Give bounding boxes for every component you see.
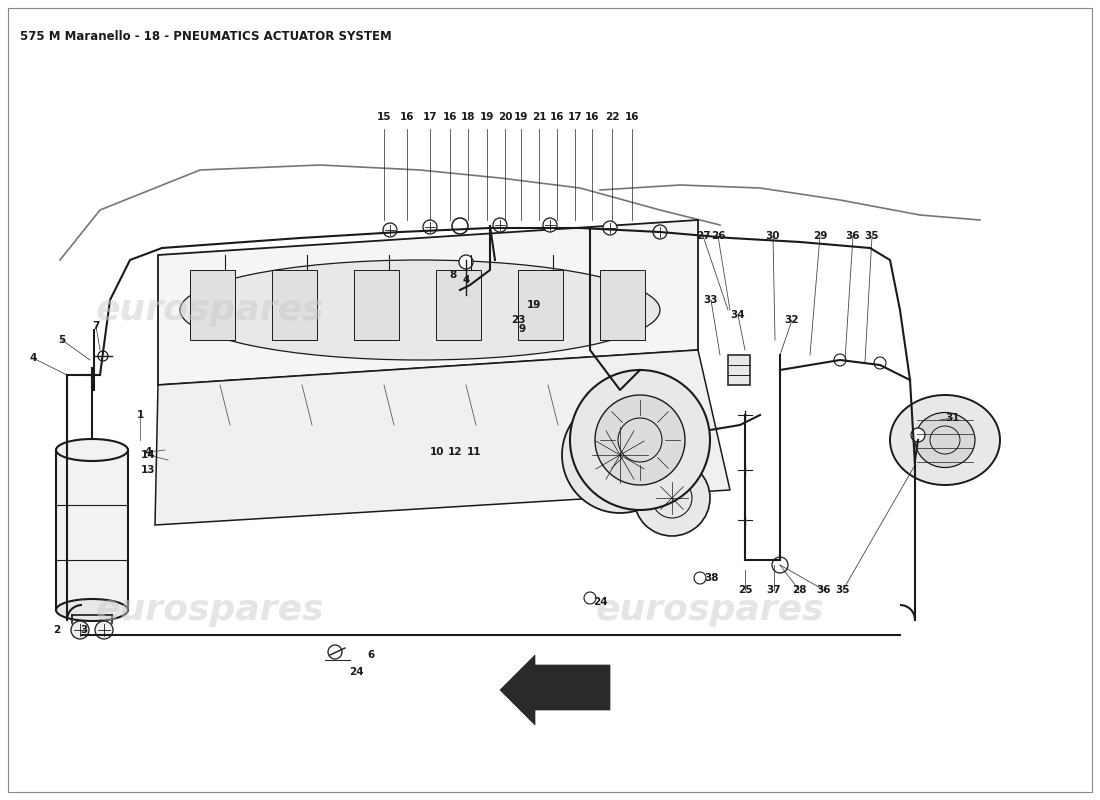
- Text: 30: 30: [766, 231, 780, 241]
- Ellipse shape: [180, 260, 660, 360]
- Text: 21: 21: [531, 112, 547, 122]
- Circle shape: [772, 557, 788, 573]
- Text: 22: 22: [605, 112, 619, 122]
- Circle shape: [911, 428, 925, 442]
- Circle shape: [874, 357, 886, 369]
- Text: 17: 17: [568, 112, 582, 122]
- Circle shape: [634, 460, 710, 536]
- Text: 19: 19: [514, 112, 528, 122]
- Circle shape: [584, 592, 596, 604]
- Circle shape: [98, 351, 108, 361]
- Text: 15: 15: [376, 112, 392, 122]
- Circle shape: [570, 370, 710, 510]
- Text: 4: 4: [462, 275, 470, 285]
- Text: 575 M Maranello - 18 - PNEUMATICS ACTUATOR SYSTEM: 575 M Maranello - 18 - PNEUMATICS ACTUAT…: [20, 30, 392, 43]
- Text: 24: 24: [593, 597, 607, 607]
- Text: 36: 36: [846, 231, 860, 241]
- Text: 17: 17: [422, 112, 438, 122]
- Text: 35: 35: [836, 585, 850, 595]
- Circle shape: [459, 255, 473, 269]
- Circle shape: [595, 395, 685, 485]
- Bar: [56, 450, 128, 610]
- Text: 16: 16: [585, 112, 600, 122]
- Polygon shape: [354, 270, 399, 340]
- Text: 3: 3: [80, 625, 88, 635]
- Text: 37: 37: [767, 585, 781, 595]
- Circle shape: [603, 221, 617, 235]
- Circle shape: [383, 223, 397, 237]
- Text: eurospares: eurospares: [596, 593, 824, 627]
- Circle shape: [694, 572, 706, 584]
- Polygon shape: [518, 270, 563, 340]
- Text: 8: 8: [450, 270, 456, 280]
- Text: 6: 6: [367, 650, 375, 660]
- Text: 19: 19: [480, 112, 494, 122]
- Ellipse shape: [915, 413, 975, 467]
- Text: 26: 26: [711, 231, 725, 241]
- Text: 7: 7: [92, 321, 100, 331]
- Text: 16: 16: [550, 112, 564, 122]
- Circle shape: [562, 397, 678, 513]
- Polygon shape: [272, 270, 317, 340]
- Circle shape: [834, 354, 846, 366]
- Circle shape: [543, 218, 557, 232]
- Text: 38: 38: [705, 573, 719, 583]
- Text: 20: 20: [497, 112, 513, 122]
- Circle shape: [653, 225, 667, 239]
- Ellipse shape: [56, 439, 128, 461]
- Text: 16: 16: [399, 112, 415, 122]
- Text: 18: 18: [461, 112, 475, 122]
- Polygon shape: [500, 655, 610, 725]
- Polygon shape: [436, 270, 481, 340]
- Text: 36: 36: [816, 585, 832, 595]
- Polygon shape: [158, 220, 698, 385]
- Text: 5: 5: [58, 335, 66, 345]
- Circle shape: [424, 220, 437, 234]
- Circle shape: [452, 218, 468, 234]
- Text: 34: 34: [730, 310, 746, 320]
- Bar: [728, 355, 750, 385]
- Text: 32: 32: [784, 315, 800, 325]
- Text: 10: 10: [430, 447, 444, 457]
- Text: 24: 24: [349, 667, 363, 677]
- Text: 12: 12: [448, 447, 462, 457]
- Polygon shape: [190, 270, 235, 340]
- Text: 31: 31: [946, 413, 960, 423]
- Text: 23: 23: [510, 315, 526, 325]
- Text: 25: 25: [738, 585, 752, 595]
- Polygon shape: [600, 270, 645, 340]
- Text: 4: 4: [144, 447, 152, 457]
- Text: 1: 1: [136, 410, 144, 420]
- Ellipse shape: [890, 395, 1000, 485]
- Text: 19: 19: [527, 300, 541, 310]
- Text: 14: 14: [141, 450, 155, 460]
- Text: 29: 29: [813, 231, 827, 241]
- Circle shape: [72, 621, 89, 639]
- Circle shape: [328, 645, 342, 659]
- Circle shape: [95, 621, 113, 639]
- Text: 33: 33: [704, 295, 718, 305]
- Text: eurospares: eurospares: [96, 293, 324, 327]
- Text: 4: 4: [30, 353, 36, 363]
- Text: 28: 28: [792, 585, 806, 595]
- Ellipse shape: [56, 599, 128, 621]
- Text: eurospares: eurospares: [96, 593, 324, 627]
- Text: 16: 16: [442, 112, 458, 122]
- Text: 2: 2: [54, 625, 60, 635]
- Text: 16: 16: [625, 112, 639, 122]
- Circle shape: [585, 420, 654, 490]
- Text: 11: 11: [466, 447, 482, 457]
- Circle shape: [493, 218, 507, 232]
- Text: 27: 27: [695, 231, 711, 241]
- Text: 35: 35: [865, 231, 879, 241]
- Text: 13: 13: [141, 465, 155, 475]
- Polygon shape: [155, 350, 730, 525]
- Text: 9: 9: [518, 324, 526, 334]
